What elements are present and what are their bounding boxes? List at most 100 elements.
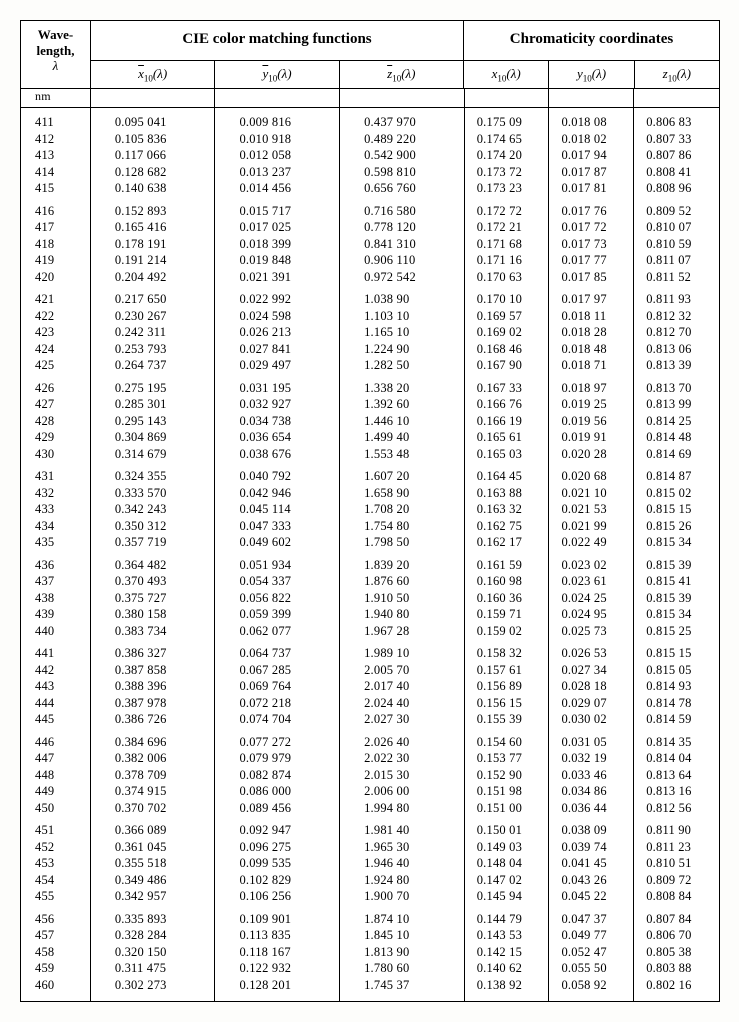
cell-x10bar: 0.386 327 bbox=[91, 645, 216, 662]
cell-z10bar: 1.910 50 bbox=[340, 590, 465, 607]
cell-x10: 0.152 90 bbox=[465, 767, 550, 784]
cell-x10bar: 0.388 396 bbox=[91, 678, 216, 695]
table-row: 4570.328 2840.113 8351.845 100.143 530.0… bbox=[21, 927, 719, 944]
cell-z10: 0.814 78 bbox=[634, 695, 719, 712]
cell-x10bar: 0.275 195 bbox=[91, 380, 216, 397]
cell-wavelength: 424 bbox=[21, 341, 91, 358]
cell-wavelength: 458 bbox=[21, 944, 91, 961]
cell-y10bar: 0.056 822 bbox=[215, 590, 340, 607]
table-row: 4280.295 1430.034 7381.446 100.166 190.0… bbox=[21, 413, 719, 430]
table-row: 4480.378 7090.082 8742.015 300.152 900.0… bbox=[21, 767, 719, 784]
cell-z10: 0.807 86 bbox=[634, 147, 719, 164]
col-x10: x10(λ) bbox=[464, 61, 549, 88]
cell-y10bar: 0.128 201 bbox=[215, 977, 340, 994]
cell-z10bar: 0.542 900 bbox=[340, 147, 465, 164]
cell-y10bar: 0.067 285 bbox=[215, 662, 340, 679]
cell-y10: 0.024 25 bbox=[549, 590, 634, 607]
cell-z10: 0.814 48 bbox=[634, 429, 719, 446]
cell-y10: 0.017 73 bbox=[549, 236, 634, 253]
table-body: 4110.095 0410.009 8160.437 9700.175 090.… bbox=[21, 108, 719, 993]
cell-x10: 0.156 15 bbox=[465, 695, 550, 712]
cell-x10bar: 0.117 066 bbox=[91, 147, 216, 164]
cell-z10bar: 1.338 20 bbox=[340, 380, 465, 397]
cell-x10: 0.160 98 bbox=[465, 573, 550, 590]
cell-wavelength: 427 bbox=[21, 396, 91, 413]
cell-x10bar: 0.095 041 bbox=[91, 114, 216, 131]
cell-y10bar: 0.089 456 bbox=[215, 800, 340, 817]
cell-y10: 0.020 28 bbox=[549, 446, 634, 463]
cell-x10bar: 0.383 734 bbox=[91, 623, 216, 640]
cell-y10bar: 0.045 114 bbox=[215, 501, 340, 518]
table-row: 4170.165 4160.017 0250.778 1200.172 210.… bbox=[21, 219, 719, 236]
cell-z10: 0.813 39 bbox=[634, 357, 719, 374]
cell-x10: 0.161 59 bbox=[465, 557, 550, 574]
cell-z10: 0.813 64 bbox=[634, 767, 719, 784]
cell-wavelength: 440 bbox=[21, 623, 91, 640]
cell-y10: 0.020 68 bbox=[549, 468, 634, 485]
cell-z10: 0.802 16 bbox=[634, 977, 719, 994]
cell-y10: 0.019 91 bbox=[549, 429, 634, 446]
cell-x10: 0.172 21 bbox=[465, 219, 550, 236]
cell-x10: 0.150 01 bbox=[465, 822, 550, 839]
cell-wavelength: 422 bbox=[21, 308, 91, 325]
cell-x10bar: 0.230 267 bbox=[91, 308, 216, 325]
cell-z10: 0.814 93 bbox=[634, 678, 719, 695]
cell-x10: 0.159 02 bbox=[465, 623, 550, 640]
cell-x10bar: 0.285 301 bbox=[91, 396, 216, 413]
cell-z10: 0.815 39 bbox=[634, 557, 719, 574]
table-row: 4450.386 7260.074 7042.027 300.155 390.0… bbox=[21, 711, 719, 728]
cell-x10: 0.173 23 bbox=[465, 180, 550, 197]
cell-wavelength: 454 bbox=[21, 872, 91, 889]
cell-y10bar: 0.031 195 bbox=[215, 380, 340, 397]
cell-y10bar: 0.074 704 bbox=[215, 711, 340, 728]
cell-z10: 0.814 87 bbox=[634, 468, 719, 485]
cell-wavelength: 446 bbox=[21, 734, 91, 751]
cell-x10bar: 0.370 493 bbox=[91, 573, 216, 590]
cell-x10bar: 0.165 416 bbox=[91, 219, 216, 236]
cell-y10bar: 0.040 792 bbox=[215, 468, 340, 485]
cell-z10: 0.814 25 bbox=[634, 413, 719, 430]
table-row: 4230.242 3110.026 2131.165 100.169 020.0… bbox=[21, 324, 719, 341]
cell-y10bar: 0.049 602 bbox=[215, 534, 340, 551]
cell-wavelength: 447 bbox=[21, 750, 91, 767]
cell-wavelength: 429 bbox=[21, 429, 91, 446]
cell-y10: 0.034 86 bbox=[549, 783, 634, 800]
col-y10bar: y10(λ) bbox=[215, 61, 339, 88]
cell-wavelength: 428 bbox=[21, 413, 91, 430]
cell-x10: 0.173 72 bbox=[465, 164, 550, 181]
cell-x10bar: 0.253 793 bbox=[91, 341, 216, 358]
cell-y10: 0.017 77 bbox=[549, 252, 634, 269]
cell-x10: 0.172 72 bbox=[465, 203, 550, 220]
cell-wavelength: 423 bbox=[21, 324, 91, 341]
cell-x10: 0.142 15 bbox=[465, 944, 550, 961]
cell-z10bar: 1.994 80 bbox=[340, 800, 465, 817]
cell-y10bar: 0.013 237 bbox=[215, 164, 340, 181]
cell-z10: 0.811 52 bbox=[634, 269, 719, 286]
cell-x10: 0.147 02 bbox=[465, 872, 550, 889]
cell-wavelength: 416 bbox=[21, 203, 91, 220]
table-row: 4540.349 4860.102 8291.924 800.147 020.0… bbox=[21, 872, 719, 889]
cell-x10: 0.169 57 bbox=[465, 308, 550, 325]
cell-y10bar: 0.019 848 bbox=[215, 252, 340, 269]
cell-z10bar: 1.839 20 bbox=[340, 557, 465, 574]
cell-x10bar: 0.350 312 bbox=[91, 518, 216, 535]
cell-z10: 0.814 59 bbox=[634, 711, 719, 728]
cell-y10: 0.047 37 bbox=[549, 911, 634, 928]
cell-y10: 0.019 56 bbox=[549, 413, 634, 430]
cell-z10bar: 1.946 40 bbox=[340, 855, 465, 872]
cell-wavelength: 420 bbox=[21, 269, 91, 286]
cell-y10bar: 0.027 841 bbox=[215, 341, 340, 358]
cell-y10bar: 0.069 764 bbox=[215, 678, 340, 695]
wavelength-symbol: λ bbox=[23, 58, 88, 74]
cell-x10: 0.158 32 bbox=[465, 645, 550, 662]
table-row: 4290.304 8690.036 6541.499 400.165 610.0… bbox=[21, 429, 719, 446]
table-row: 4560.335 8930.109 9011.874 100.144 790.0… bbox=[21, 911, 719, 928]
cell-z10: 0.810 07 bbox=[634, 219, 719, 236]
cell-wavelength: 457 bbox=[21, 927, 91, 944]
cell-wavelength: 418 bbox=[21, 236, 91, 253]
cell-z10bar: 1.499 40 bbox=[340, 429, 465, 446]
cell-x10bar: 0.295 143 bbox=[91, 413, 216, 430]
cell-x10bar: 0.384 696 bbox=[91, 734, 216, 751]
cell-x10bar: 0.366 089 bbox=[91, 822, 216, 839]
cell-x10bar: 0.342 243 bbox=[91, 501, 216, 518]
